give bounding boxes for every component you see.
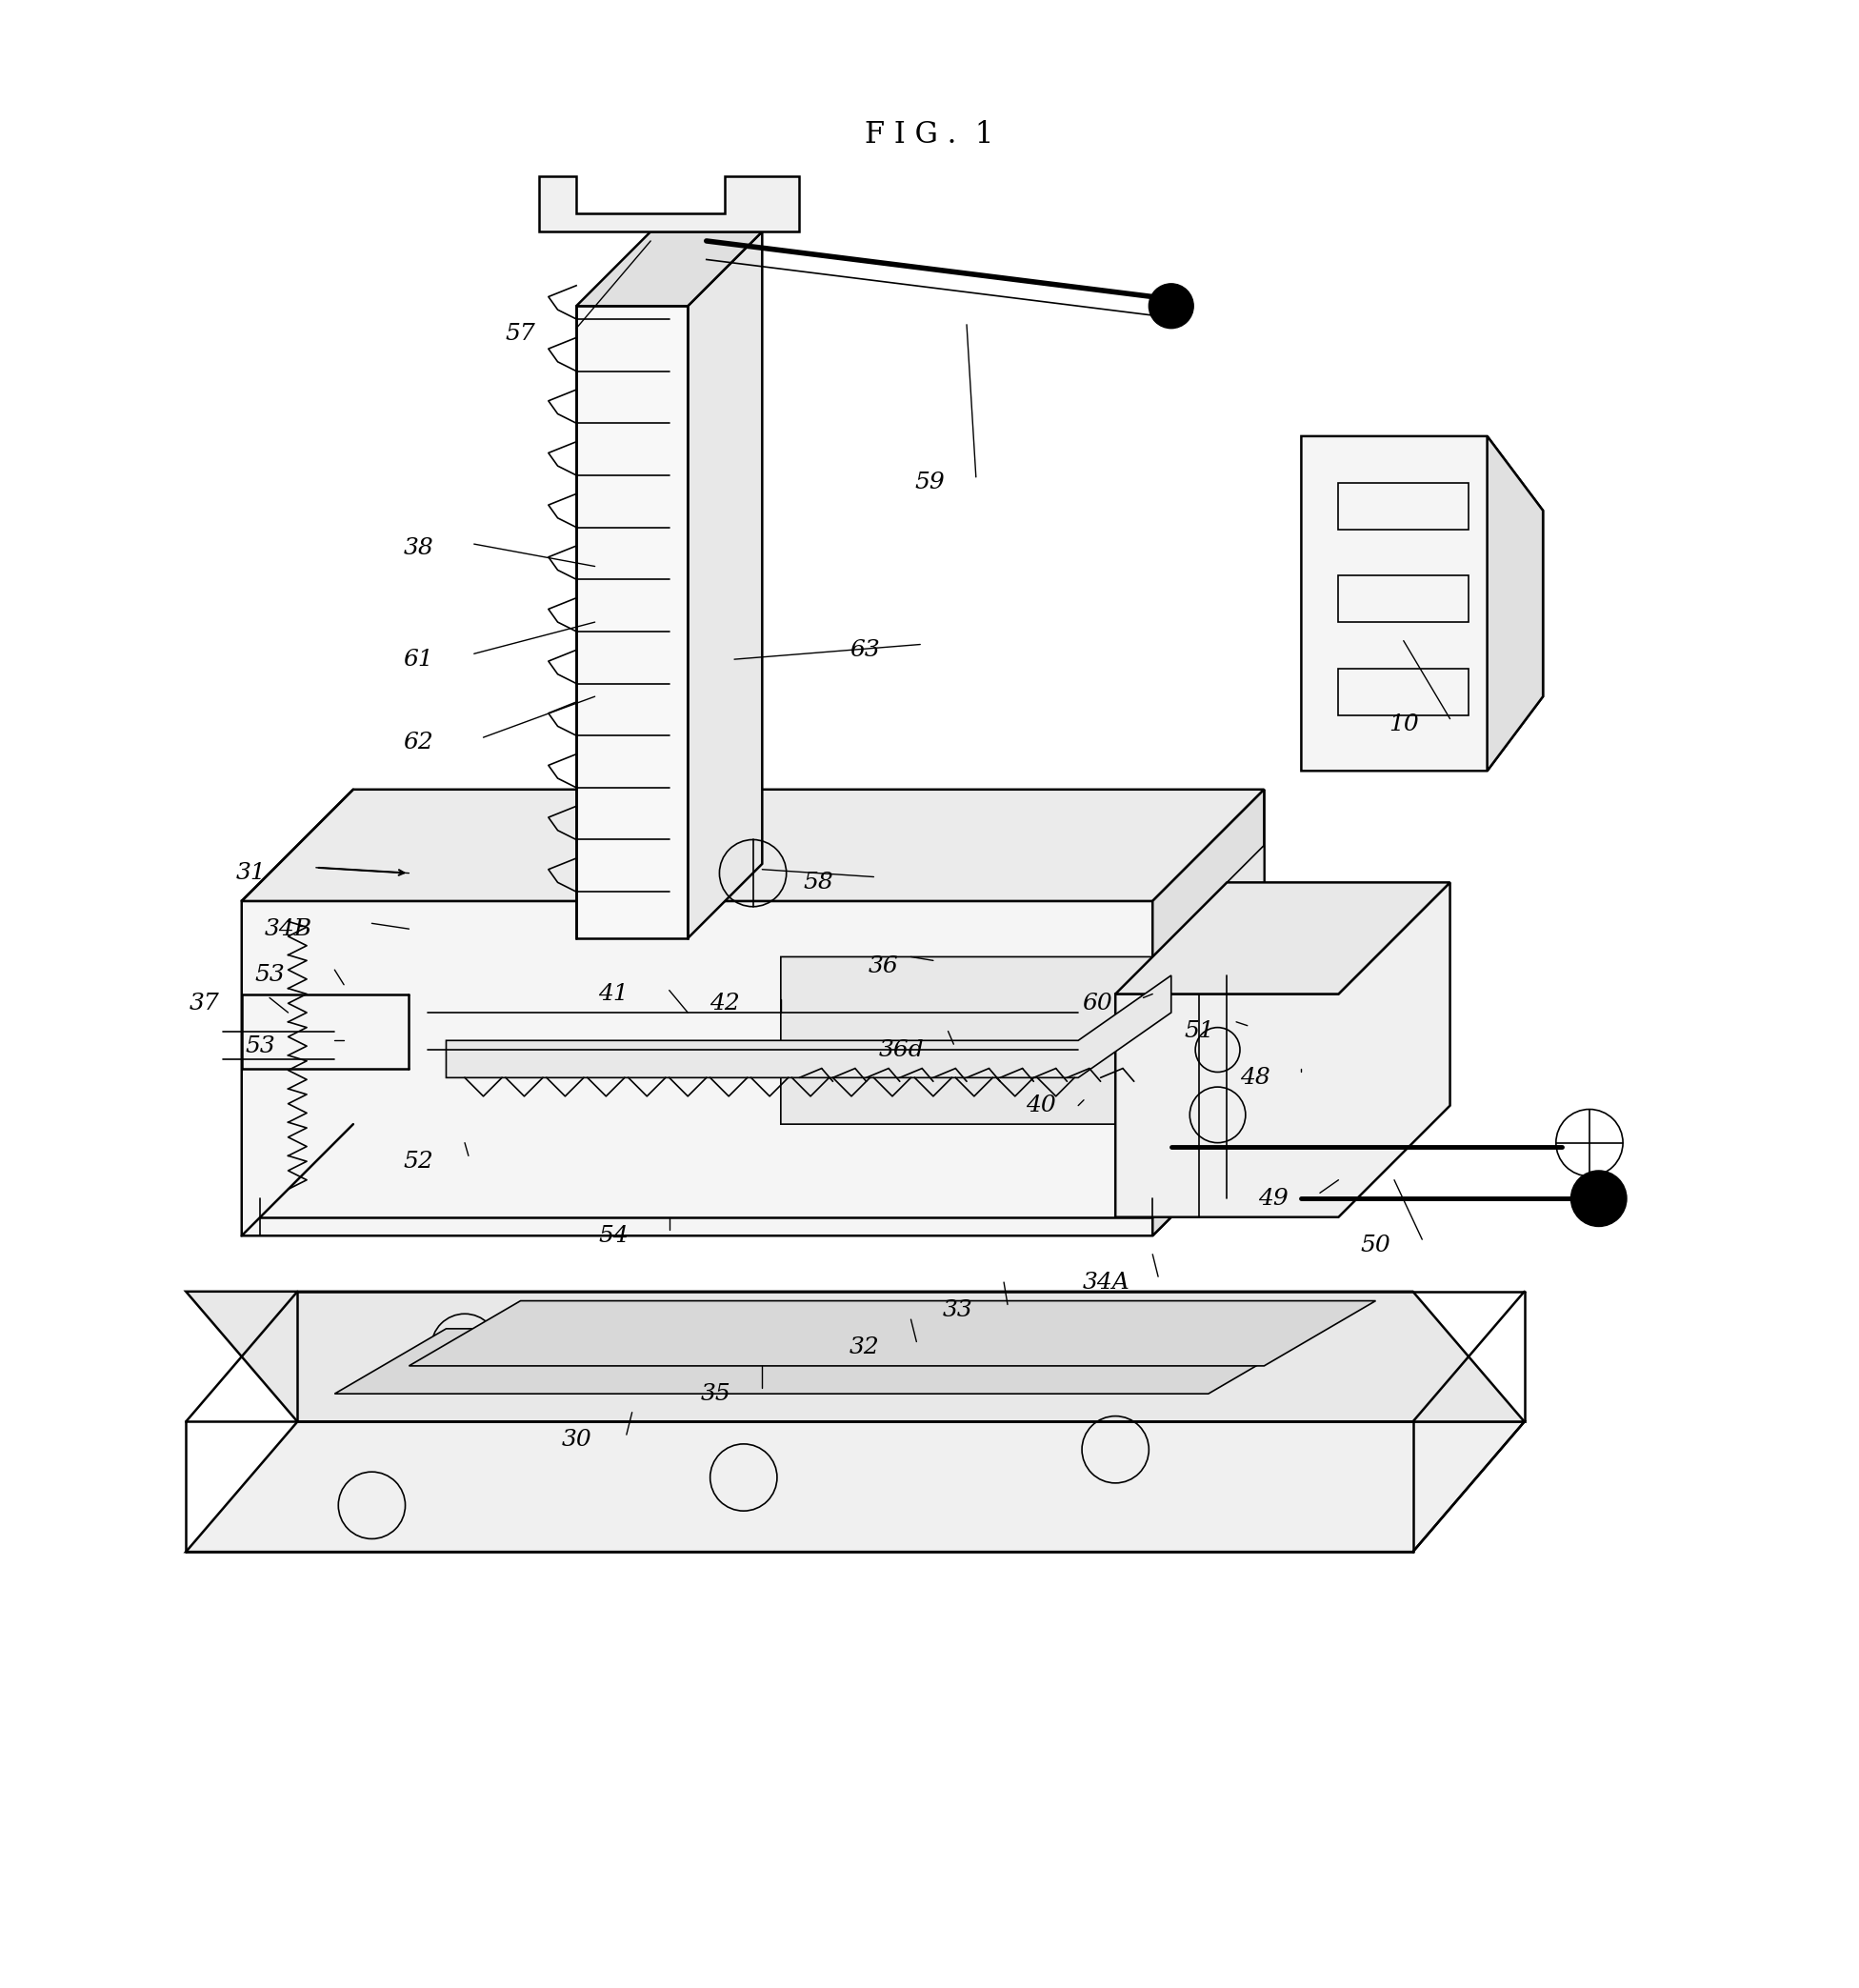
Polygon shape xyxy=(1115,883,1450,994)
Text: 53: 53 xyxy=(245,1036,275,1058)
Text: 30: 30 xyxy=(561,1429,591,1451)
Text: 36d: 36d xyxy=(879,1040,924,1062)
Text: 48: 48 xyxy=(1240,1068,1270,1089)
Polygon shape xyxy=(335,1328,1320,1394)
Text: 41: 41 xyxy=(599,982,628,1006)
Text: 59: 59 xyxy=(915,471,944,493)
Text: 57: 57 xyxy=(506,322,535,344)
Text: 61: 61 xyxy=(403,648,433,670)
Text: 54: 54 xyxy=(599,1225,628,1246)
Circle shape xyxy=(1571,1171,1627,1227)
Text: 60: 60 xyxy=(1082,992,1112,1014)
Text: 50: 50 xyxy=(1361,1235,1391,1256)
Polygon shape xyxy=(446,976,1171,1077)
Polygon shape xyxy=(1153,789,1264,1237)
Bar xyxy=(1338,483,1469,529)
Text: 62: 62 xyxy=(403,732,433,753)
Polygon shape xyxy=(186,1292,1524,1421)
Text: 38: 38 xyxy=(403,537,433,559)
Text: 32: 32 xyxy=(850,1336,879,1358)
Text: 36: 36 xyxy=(868,954,898,976)
Text: 34B: 34B xyxy=(264,918,312,940)
Polygon shape xyxy=(576,306,688,938)
Text: F I G .  1: F I G . 1 xyxy=(864,119,995,149)
Bar xyxy=(1338,577,1469,622)
Text: 37: 37 xyxy=(190,992,219,1014)
Polygon shape xyxy=(1301,435,1543,771)
Polygon shape xyxy=(1487,435,1543,771)
Text: 53: 53 xyxy=(255,964,284,986)
Polygon shape xyxy=(186,1421,1524,1553)
Text: 35: 35 xyxy=(701,1384,731,1406)
Text: 42: 42 xyxy=(710,992,740,1014)
Polygon shape xyxy=(688,233,762,938)
Text: 52: 52 xyxy=(403,1151,433,1173)
Polygon shape xyxy=(576,233,762,306)
Polygon shape xyxy=(539,175,799,233)
Polygon shape xyxy=(242,789,1264,901)
Text: 58: 58 xyxy=(803,871,833,893)
Text: 49: 49 xyxy=(1259,1187,1288,1209)
Circle shape xyxy=(1149,284,1193,328)
Polygon shape xyxy=(781,845,1264,1123)
Text: 63: 63 xyxy=(850,638,879,660)
Text: 34A: 34A xyxy=(1082,1270,1130,1292)
Bar xyxy=(1338,668,1469,716)
Text: 10: 10 xyxy=(1389,714,1418,736)
Polygon shape xyxy=(409,1300,1376,1366)
Text: 31: 31 xyxy=(236,863,266,885)
Text: 33: 33 xyxy=(943,1298,972,1322)
Text: 51: 51 xyxy=(1184,1020,1214,1042)
Polygon shape xyxy=(242,789,1264,1237)
Text: 40: 40 xyxy=(1026,1095,1056,1117)
Polygon shape xyxy=(1115,883,1450,1217)
